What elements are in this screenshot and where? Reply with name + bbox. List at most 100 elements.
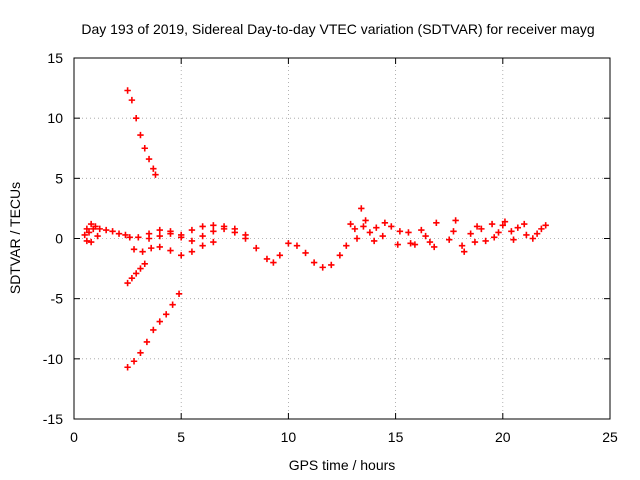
data-point bbox=[411, 241, 419, 248]
data-point bbox=[128, 96, 136, 104]
data-point bbox=[143, 338, 151, 346]
data-point bbox=[162, 311, 170, 318]
data-point bbox=[150, 326, 157, 334]
data-point bbox=[491, 234, 498, 241]
series-main-track bbox=[83, 220, 350, 271]
data-point bbox=[124, 279, 131, 287]
data-point bbox=[96, 225, 103, 233]
data-point bbox=[145, 235, 153, 242]
data-point bbox=[310, 259, 318, 266]
data-point bbox=[471, 238, 479, 246]
data-point bbox=[366, 229, 374, 236]
data-point bbox=[394, 241, 401, 248]
y-tick-label: 5 bbox=[55, 170, 63, 186]
data-point bbox=[450, 228, 457, 235]
data-point bbox=[115, 230, 123, 237]
data-point bbox=[102, 226, 110, 234]
data-point bbox=[137, 131, 144, 139]
x-tick-labels: 0 5 10 15 20 25 bbox=[70, 429, 618, 445]
data-point bbox=[109, 228, 116, 235]
data-point bbox=[137, 349, 144, 357]
data-point bbox=[452, 217, 459, 224]
data-point bbox=[94, 232, 101, 240]
axis-ticks bbox=[73, 57, 611, 420]
data-point bbox=[132, 270, 140, 277]
data-point bbox=[188, 226, 196, 234]
data-point bbox=[501, 218, 509, 225]
data-point bbox=[188, 237, 196, 245]
data-point bbox=[426, 238, 434, 246]
chart-title: Day 193 of 2019, Sidereal Day-to-day VTE… bbox=[81, 21, 594, 37]
y-tick-label: 15 bbox=[47, 50, 63, 66]
data-point bbox=[139, 248, 146, 255]
data-point bbox=[285, 240, 292, 247]
data-point bbox=[422, 232, 429, 240]
data-point bbox=[347, 220, 354, 228]
data-point bbox=[199, 242, 206, 249]
data-point bbox=[446, 236, 453, 243]
y-tick-label: 0 bbox=[55, 231, 63, 247]
data-marks bbox=[81, 87, 549, 371]
x-tick-label: 20 bbox=[495, 429, 511, 445]
data-point bbox=[360, 223, 367, 230]
data-point bbox=[538, 225, 545, 233]
series-late-scatter-b bbox=[353, 219, 549, 255]
y-tick-label: 10 bbox=[47, 110, 63, 126]
data-point bbox=[147, 244, 155, 252]
y-tick-label: -10 bbox=[43, 351, 63, 367]
data-point bbox=[302, 249, 309, 257]
series-left-cluster bbox=[81, 225, 101, 246]
series-parallel-track-upper bbox=[145, 225, 249, 245]
data-point bbox=[169, 301, 176, 308]
data-point bbox=[482, 237, 489, 245]
data-point bbox=[433, 219, 440, 227]
y-tick-label: -5 bbox=[51, 291, 64, 307]
data-point bbox=[358, 205, 365, 212]
data-point bbox=[141, 145, 148, 152]
x-tick-label: 25 bbox=[602, 429, 618, 445]
data-point bbox=[343, 242, 350, 249]
data-point bbox=[336, 252, 344, 259]
data-point bbox=[220, 225, 228, 233]
data-point bbox=[370, 237, 378, 245]
data-point bbox=[156, 318, 163, 325]
data-point bbox=[405, 229, 412, 236]
data-point bbox=[270, 259, 277, 266]
data-point bbox=[87, 220, 95, 228]
data-point bbox=[353, 235, 361, 242]
data-point bbox=[85, 229, 93, 236]
data-point bbox=[381, 219, 389, 227]
data-point bbox=[407, 240, 414, 247]
data-point bbox=[124, 364, 131, 371]
x-tick-label: 10 bbox=[281, 429, 297, 445]
data-point bbox=[124, 87, 131, 94]
y-axis-label: SDTVAR / TECUs bbox=[7, 182, 23, 294]
data-point bbox=[467, 230, 474, 237]
data-point bbox=[499, 222, 506, 229]
data-point bbox=[293, 242, 301, 249]
data-point bbox=[319, 264, 326, 271]
x-axis-label: GPS time / hours bbox=[289, 457, 396, 473]
data-point bbox=[276, 252, 284, 259]
data-point bbox=[130, 358, 138, 365]
data-point bbox=[152, 171, 159, 178]
data-point bbox=[156, 243, 163, 251]
data-point bbox=[145, 155, 153, 163]
data-point bbox=[175, 290, 183, 298]
data-point bbox=[328, 261, 335, 269]
x-tick-label: 0 bbox=[70, 429, 78, 445]
data-point bbox=[510, 236, 517, 243]
data-point bbox=[488, 220, 496, 228]
data-point bbox=[351, 225, 359, 233]
data-point bbox=[388, 223, 395, 230]
data-point bbox=[199, 223, 206, 230]
data-point bbox=[242, 235, 249, 242]
data-point bbox=[128, 275, 136, 282]
data-point bbox=[373, 224, 380, 231]
data-point bbox=[231, 229, 238, 236]
data-point bbox=[542, 222, 549, 229]
data-point bbox=[150, 165, 157, 172]
data-point bbox=[167, 230, 174, 237]
data-point bbox=[523, 231, 530, 239]
